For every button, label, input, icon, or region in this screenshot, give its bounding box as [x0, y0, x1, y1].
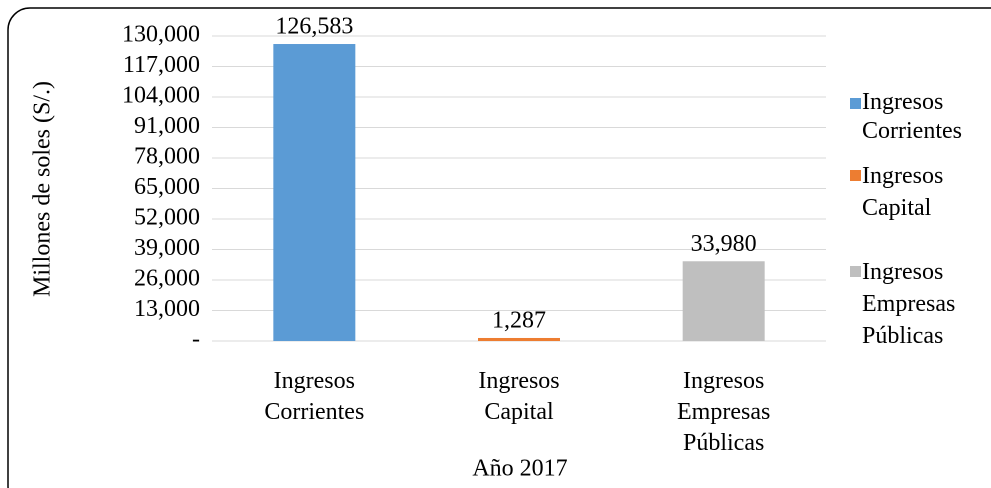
- x-tick-label: Ingresos Corrientes: [264, 368, 365, 425]
- x-tick-label: Ingresos Capital: [478, 368, 560, 425]
- x-axis-title: Año 2017: [472, 456, 567, 482]
- data-label: 126,583: [275, 14, 353, 40]
- frame: [7, 7, 991, 488]
- bar: [478, 337, 560, 341]
- y-tick-label: 13,000: [134, 296, 200, 322]
- y-tick-label: 91,000: [134, 113, 200, 139]
- bar: [682, 261, 765, 341]
- bar: [273, 44, 356, 341]
- y-tick-label: 65,000: [134, 174, 200, 200]
- data-label: 1,287: [492, 307, 546, 333]
- y-tick-label: 104,000: [122, 83, 200, 109]
- y-tick-label: 78,000: [134, 144, 200, 170]
- legend-swatch: [850, 266, 861, 277]
- legend-label: Ingresos Corrientes: [862, 89, 962, 144]
- y-tick-label: 130,000: [122, 22, 200, 48]
- data-label: 33,980: [691, 231, 757, 257]
- legend-label: Ingresos Empresas Públicas: [862, 259, 956, 349]
- x-tick-label: Ingresos Empresas Públicas: [677, 368, 771, 456]
- y-tick-label: 39,000: [134, 235, 200, 261]
- legend-swatch: [850, 170, 861, 181]
- legend-swatch: [850, 98, 861, 109]
- y-tick-label: 26,000: [134, 266, 200, 292]
- legend-label: Ingresos Capital: [862, 163, 944, 221]
- y-tick-label: 52,000: [134, 205, 200, 231]
- y-tick-label: -: [192, 327, 200, 353]
- y-tick-label: 117,000: [123, 52, 200, 78]
- y-axis-title: Millones de soles (S/.): [30, 81, 56, 297]
